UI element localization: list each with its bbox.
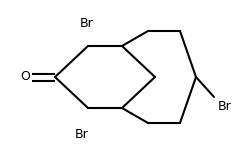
Text: Br: Br — [75, 128, 89, 141]
Text: Br: Br — [80, 17, 94, 30]
Text: O: O — [20, 71, 30, 84]
Text: Br: Br — [218, 101, 232, 114]
